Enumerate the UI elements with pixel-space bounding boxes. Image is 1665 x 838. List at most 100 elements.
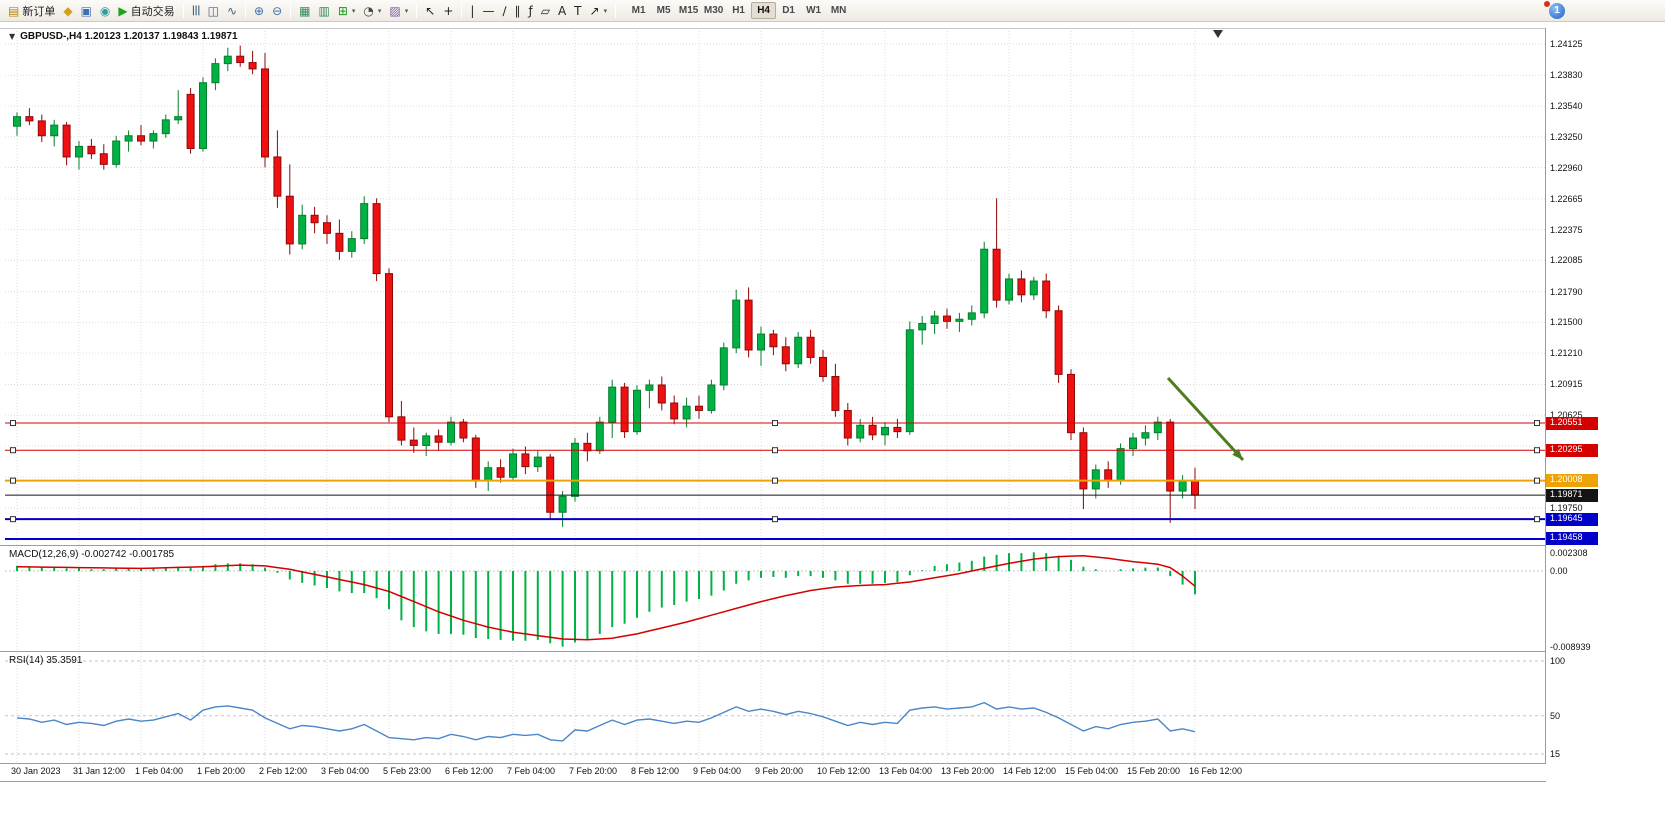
fibonacci-button[interactable]: ƒ (524, 1, 536, 20)
notification-count: 1 (1554, 5, 1560, 16)
axis-separator[interactable] (1545, 28, 1546, 763)
cursor-button[interactable]: ↖ (421, 1, 439, 20)
line-handle[interactable] (1534, 516, 1540, 523)
shapes-button[interactable]: ▱ (537, 1, 554, 20)
new-order-button[interactable]: ▤ 新订单 (4, 1, 59, 20)
candlestick-chart-button[interactable]: ◫ (204, 1, 223, 20)
zoom-in-button[interactable]: ⊕ (250, 1, 268, 20)
line-chart-button[interactable]: ∿ (223, 1, 241, 20)
line-handle[interactable] (10, 477, 16, 484)
fibonacci-icon: ƒ (528, 3, 533, 18)
candle (905, 329, 914, 433)
time-axis-label: 8 Feb 12:00 (631, 766, 680, 776)
rsi-plot[interactable] (5, 653, 1545, 762)
timeframe-h4-button[interactable]: H4 (751, 2, 777, 19)
time-axis-label: 13 Feb 04:00 (879, 766, 933, 776)
chevron-down-icon[interactable]: ▼ (9, 32, 16, 41)
time-axis[interactable]: 30 Jan 2023 31 Jan 12:00 1 Feb 04:00 1 Feb … (5, 765, 1545, 781)
candle (25, 116, 34, 122)
panel-separator[interactable] (0, 545, 1665, 546)
text-button[interactable]: A (554, 1, 570, 20)
candle (310, 214, 319, 224)
candle (571, 442, 579, 497)
line-handle[interactable] (1534, 477, 1540, 484)
zoom-in-icon: ⊕ (254, 3, 265, 18)
candle (496, 467, 505, 478)
line-handle[interactable] (1534, 447, 1540, 454)
candle (124, 135, 133, 142)
candle (422, 435, 431, 446)
time-axis-label: 15 Feb 20:00 (1127, 766, 1181, 776)
line-handle[interactable] (10, 516, 16, 523)
line-handle[interactable] (10, 447, 16, 454)
candle (918, 322, 927, 331)
bars-chart-button[interactable]: ||| (188, 1, 204, 20)
horizontal-line-button[interactable]: — (478, 1, 498, 20)
price-axis-label: 1.23830 (1550, 70, 1583, 80)
line-handle[interactable] (772, 516, 778, 523)
new-order-button-label: 新订单 (22, 5, 56, 18)
templates-button[interactable]: ▨ ▾ (385, 1, 412, 20)
autotrading-button-label: 自动交易 (130, 5, 175, 18)
trend-arrow[interactable] (1166, 376, 1245, 462)
market-watch-button[interactable]: ▣ (77, 1, 96, 20)
indicators-icon: ⊞ (337, 3, 348, 18)
candle (868, 424, 877, 436)
chart-profiles-button[interactable]: ◆ (59, 1, 76, 20)
chart-shift-marker-icon[interactable] (1213, 30, 1223, 38)
macd-plot[interactable] (5, 547, 1545, 650)
notifications-badge[interactable]: 1 (1544, 1, 1565, 19)
candle (199, 82, 207, 149)
clock-icon: ◔ (363, 3, 374, 18)
candle (1141, 432, 1150, 439)
candle (1017, 278, 1026, 296)
new-chart-button[interactable]: ▦ (295, 1, 314, 20)
periods-button[interactable]: ◔ ▾ (359, 1, 385, 20)
timeframe-m15-button[interactable]: M15 (676, 2, 701, 19)
timeframe-d1-button[interactable]: D1 (776, 2, 801, 19)
panel-separator[interactable] (0, 651, 1665, 652)
community-button[interactable]: ◉ (96, 1, 114, 20)
price-axis-label: 1.23250 (1550, 132, 1583, 142)
toolbar-separator (182, 3, 184, 18)
timeframe-h1-button[interactable]: H1 (726, 2, 751, 19)
crosshair-button[interactable]: + (439, 1, 457, 20)
price-axis-label: 1.22375 (1550, 225, 1583, 235)
trend-arrow-head (1232, 448, 1243, 460)
time-axis-label: 7 Feb 20:00 (569, 766, 618, 776)
trendline-button[interactable]: ∕ (498, 1, 510, 20)
tile-windows-button[interactable]: ▥ (314, 1, 333, 20)
timeframe-m5-button[interactable]: M5 (651, 2, 676, 19)
candle (620, 386, 629, 433)
dropdown-caret-icon: ▾ (377, 6, 382, 15)
timeframe-m1-button[interactable]: M1 (626, 2, 651, 19)
template-icon: ▨ (389, 3, 401, 18)
timeframe-m30-button[interactable]: M30 (701, 2, 726, 19)
toolbar-button-group: ▤ 新订单 ◆ ▣ ◉ ▶ 自动交易 ||| ◫ ∿ ⊕ ⊖ ▦ ▥ ⊞ ▾ ◔ ▾ ▨ ▾ ↖ + | — ∕ ∥ ƒ ▱ A T ↗ ▾ (4, 1, 620, 20)
candle (1067, 373, 1075, 434)
timeframe-w1-button[interactable]: W1 (801, 2, 826, 19)
price-chart-plot[interactable] (5, 28, 1545, 545)
indicators-button[interactable]: ⊞ ▾ (334, 1, 360, 20)
line-handle[interactable] (772, 447, 778, 454)
line-handle[interactable] (10, 420, 16, 427)
channel-button[interactable]: ∥ (510, 1, 524, 20)
candle (161, 119, 170, 135)
vertical-line-button[interactable]: | (466, 1, 478, 20)
text-label-button[interactable]: T (570, 1, 585, 20)
zoom-out-button[interactable]: ⊖ (268, 1, 286, 20)
arrows-button[interactable]: ↗ ▾ (586, 1, 612, 20)
candle (347, 238, 356, 252)
time-axis-label: 10 Feb 12:00 (817, 766, 871, 776)
line-handle[interactable] (772, 420, 778, 427)
price-axis[interactable]: 1.24125 1.23830 1.23540 1.23250 1.22960 1.226… (1546, 0, 1665, 838)
timeframe-mn-button[interactable]: MN (826, 2, 851, 19)
line-handle[interactable] (772, 477, 778, 484)
level-price-tag: 1.19458 (1546, 532, 1598, 545)
line-handle[interactable] (1534, 420, 1540, 427)
autotrading-button[interactable]: ▶ 自动交易 (114, 1, 178, 20)
candle (608, 386, 617, 423)
candle (695, 405, 703, 411)
macd-axis-label: 0.002308 (1550, 548, 1588, 558)
price-axis-label: 1.22960 (1550, 163, 1583, 173)
